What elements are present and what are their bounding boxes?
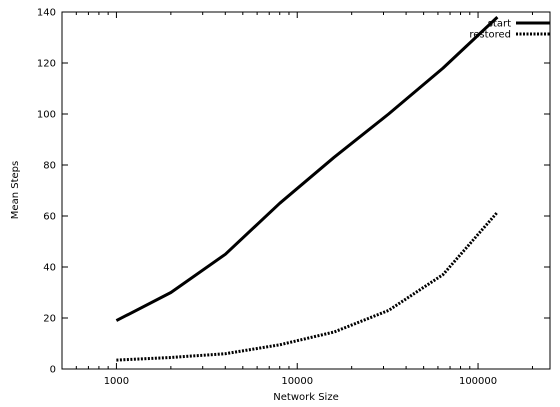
series-start-line	[115, 16, 499, 322]
y-tick-label: 80	[43, 161, 56, 172]
y-axis: 0 20 40 60 80 100 120 140	[37, 8, 550, 376]
legend-label-restored: restored	[469, 30, 511, 41]
y-tick-label: 60	[43, 212, 56, 223]
y-axis-label: Mean Steps	[10, 161, 21, 219]
x-axis-label: Network Size	[273, 392, 338, 403]
y-tick-label: 120	[37, 59, 56, 70]
plot-frame	[61, 11, 551, 370]
x-tick-label: 100000	[459, 376, 497, 387]
y-tick-label: 0	[50, 365, 56, 376]
legend-label-start: start	[488, 19, 511, 30]
series-layer	[115, 16, 499, 362]
y-tick-label: 100	[37, 110, 56, 121]
x-tick-label: 1000	[104, 376, 129, 387]
y-tick-label: 40	[43, 263, 56, 274]
y-tick-label: 140	[37, 8, 56, 19]
x-tick-label: 10000	[281, 376, 313, 387]
x-axis: 1000 10000 100000	[61, 12, 533, 387]
y-tick-label: 20	[43, 314, 56, 325]
series-restored-line	[116, 211, 499, 362]
